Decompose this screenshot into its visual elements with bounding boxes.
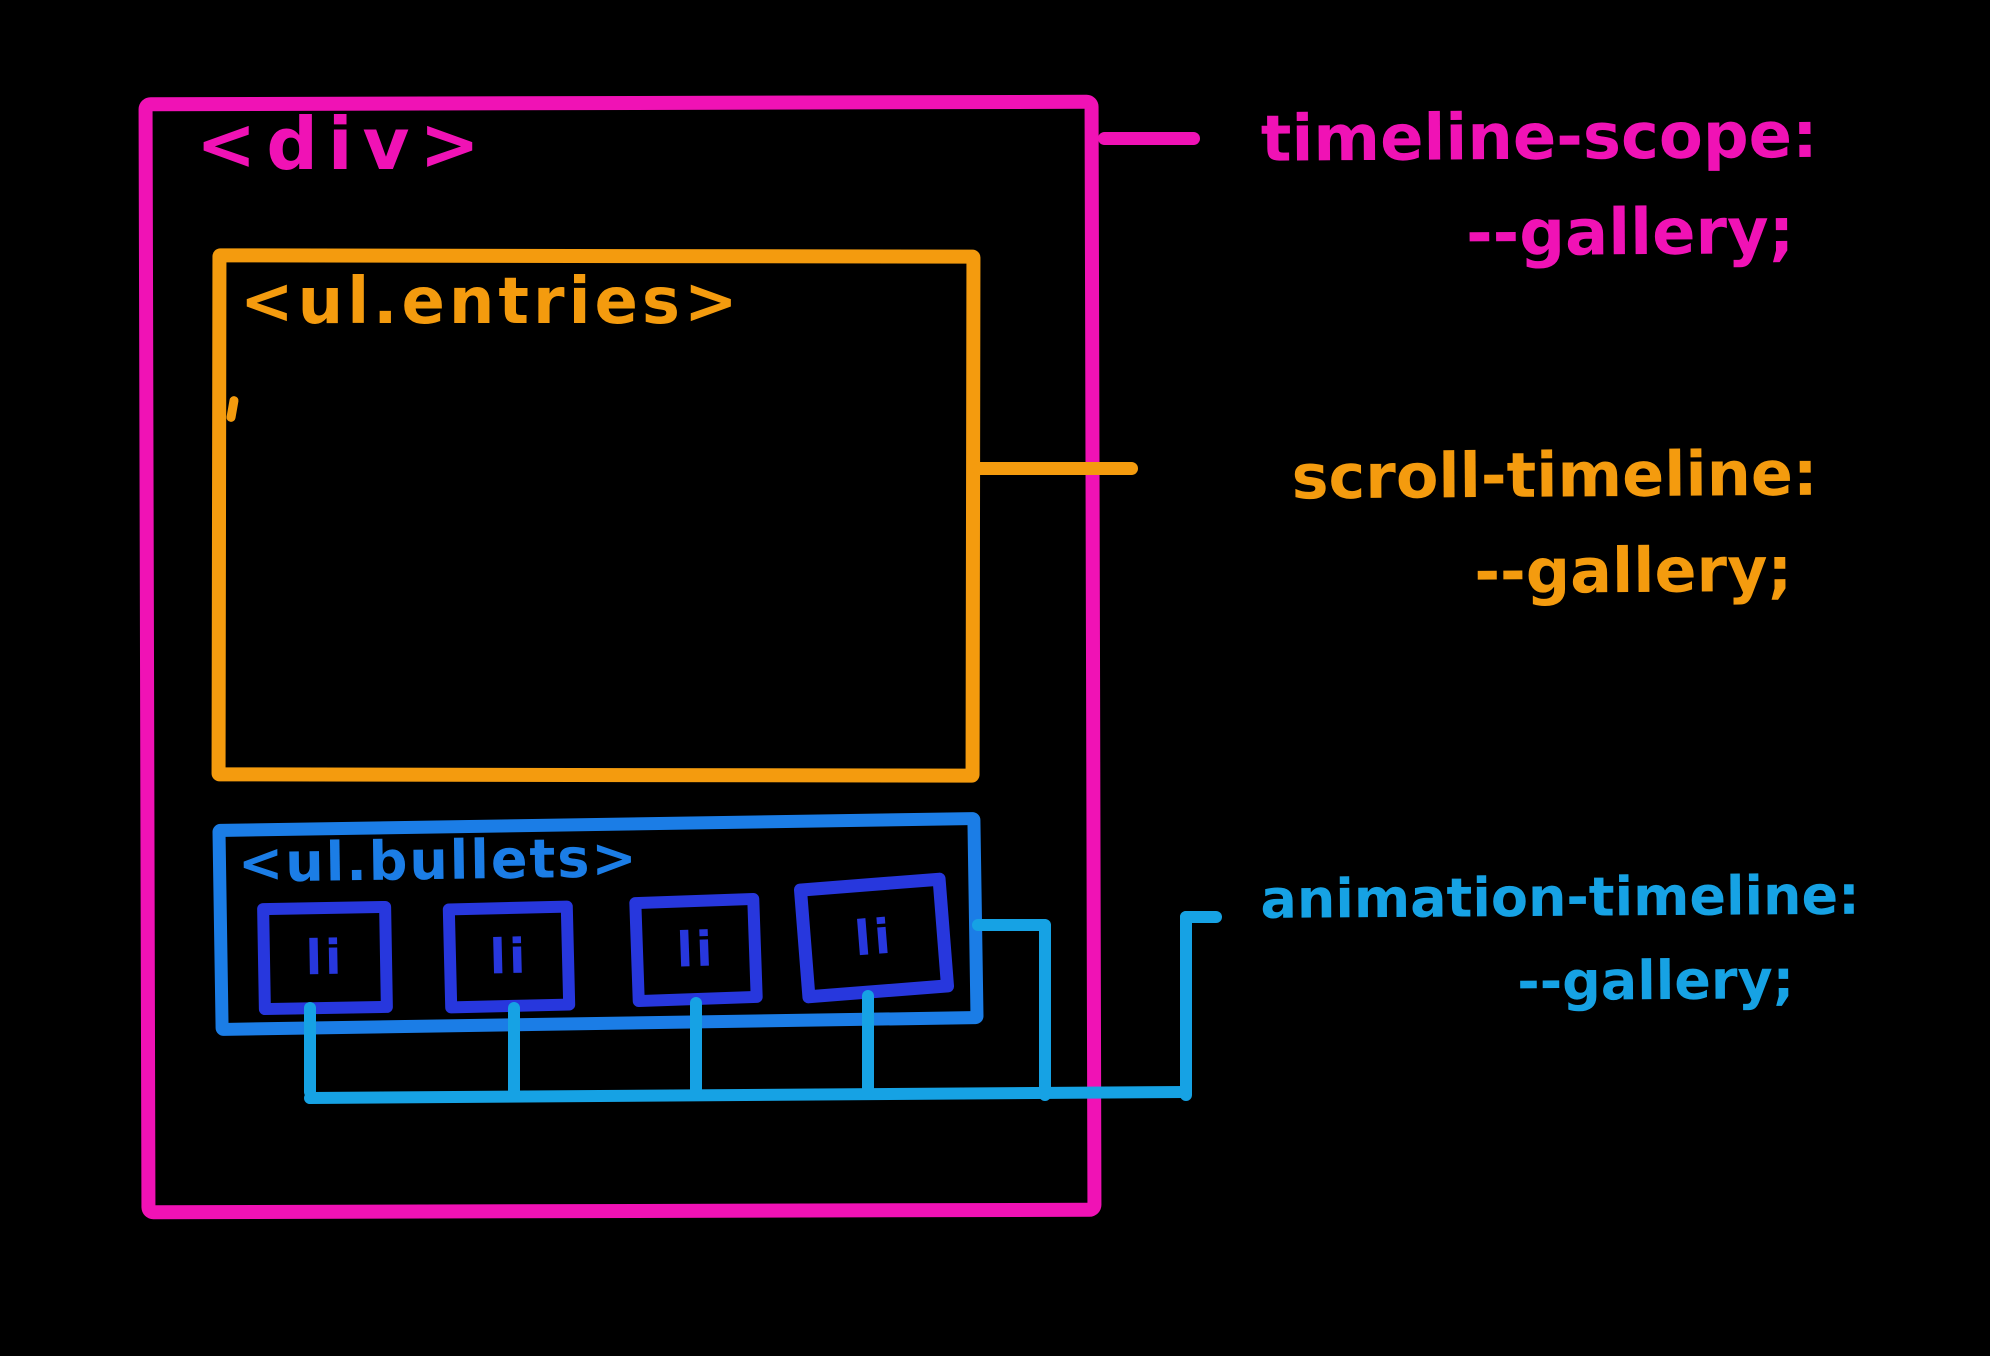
li-item-box: li <box>257 900 393 1016</box>
li-item-box: li <box>793 872 955 1004</box>
animation-timeline-property: animation-timeline: <box>1260 863 1860 931</box>
timeline-scope-property: timeline-scope: <box>1260 98 1818 177</box>
annotation-hook-line <box>1180 911 1222 923</box>
timeline-scope-value: --gallery; <box>1465 195 1795 272</box>
li-drop-line <box>690 997 702 1098</box>
scroll-timeline-connector-line <box>972 462 1138 475</box>
ul-entries-label: <ul.entries> <box>240 265 742 339</box>
ul-bullets-label: <ul.bullets> <box>237 826 640 895</box>
li-drop-line <box>862 990 874 1098</box>
li-drop-line <box>304 1002 316 1098</box>
bullets-box-feeder-line-vertical <box>1039 919 1051 1101</box>
bullets-box-feeder-line-horizontal <box>972 919 1050 931</box>
li-item-label: li <box>675 921 717 979</box>
scroll-timeline-annotation: scroll-timeline: --gallery; <box>1149 426 1818 623</box>
animation-timeline-value: --gallery; <box>1517 947 1795 1013</box>
scroll-timeline-property: scroll-timeline: <box>1291 436 1818 514</box>
li-item-box: li <box>629 892 763 1008</box>
li-drop-line <box>508 1002 520 1098</box>
animation-timeline-annotation: animation-timeline: --gallery; <box>1199 854 1860 1026</box>
scroll-timeline-value: --gallery; <box>1474 532 1793 609</box>
li-item-label: li <box>305 929 345 987</box>
li-item-label: li <box>488 928 530 986</box>
timeline-scope-annotation: timeline-scope: --gallery; <box>1199 88 1818 284</box>
timeline-scope-connector-line <box>1098 132 1200 145</box>
div-element-label: <div> <box>196 102 490 186</box>
li-item-box: li <box>442 900 576 1014</box>
annotation-riser-line <box>1180 911 1192 1101</box>
li-item-label: li <box>852 908 896 968</box>
